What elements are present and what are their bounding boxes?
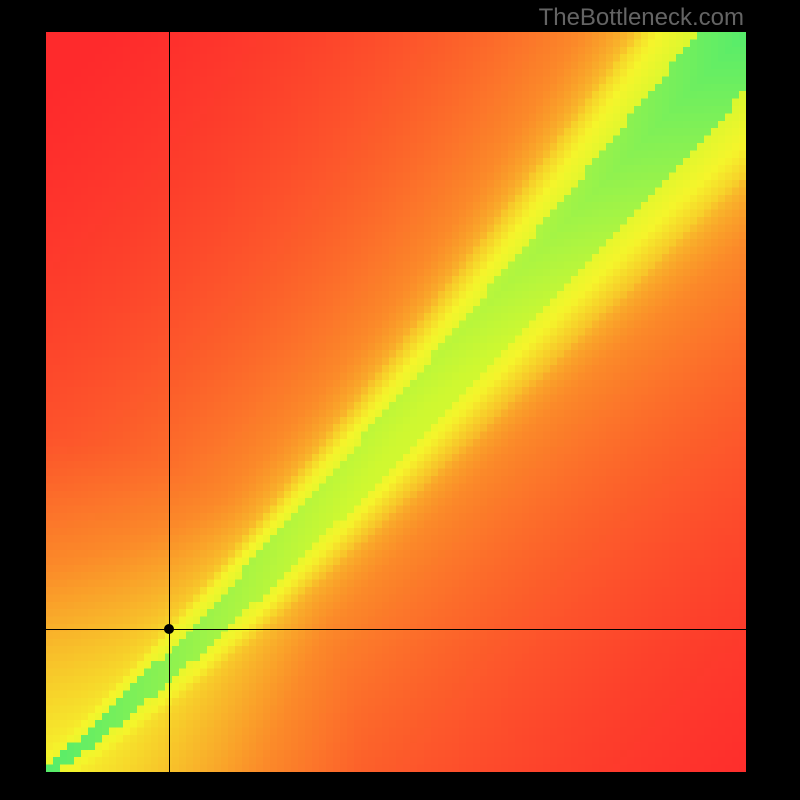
watermark-label: TheBottleneck.com	[539, 4, 744, 32]
crosshair-vertical	[169, 32, 170, 772]
chart-container: TheBottleneck.com	[0, 0, 800, 800]
data-point-marker	[164, 624, 174, 634]
heatmap-plot	[46, 32, 746, 772]
crosshair-horizontal	[46, 629, 746, 630]
